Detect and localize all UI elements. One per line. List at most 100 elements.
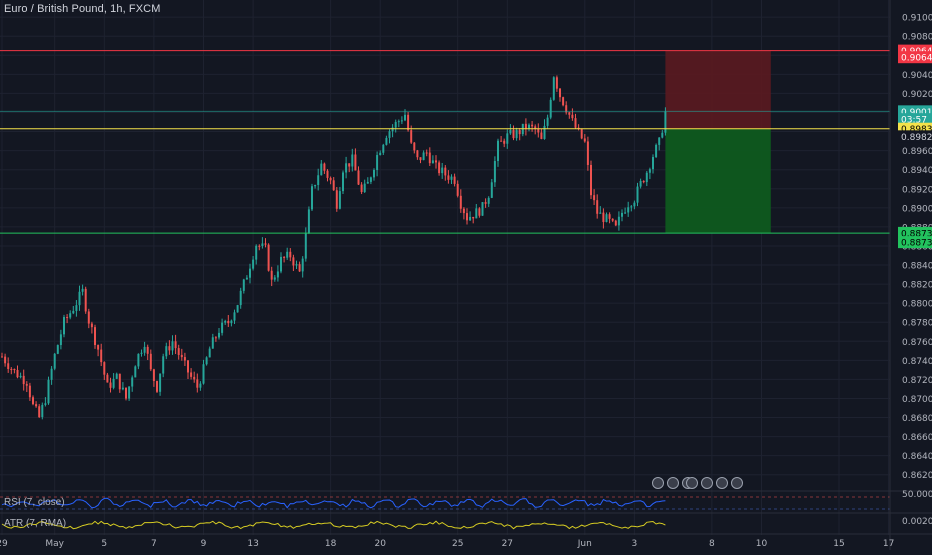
candle[interactable] (118, 373, 121, 390)
candle[interactable] (645, 172, 648, 183)
candle[interactable] (273, 277, 276, 280)
candle[interactable] (487, 197, 490, 204)
candle[interactable] (462, 208, 465, 214)
candle[interactable] (7, 363, 10, 369)
candle[interactable] (369, 177, 372, 182)
candle[interactable] (342, 172, 344, 192)
candle[interactable] (134, 366, 137, 378)
candle[interactable] (410, 130, 413, 143)
badge-icon[interactable] (731, 477, 743, 489)
candle[interactable] (221, 322, 224, 333)
candle[interactable] (497, 140, 499, 162)
candle[interactable] (546, 117, 549, 126)
candle[interactable] (586, 141, 589, 165)
candle[interactable] (469, 216, 472, 221)
candle[interactable] (106, 374, 109, 383)
candle[interactable] (332, 180, 335, 191)
candle[interactable] (379, 152, 382, 156)
candle[interactable] (162, 356, 165, 374)
candle[interactable] (428, 152, 431, 164)
candle[interactable] (211, 337, 214, 349)
candle[interactable] (453, 176, 456, 184)
candle[interactable] (509, 130, 512, 134)
candle[interactable] (41, 404, 44, 418)
candle[interactable] (354, 154, 357, 171)
candle[interactable] (599, 212, 602, 214)
candle[interactable] (214, 337, 217, 339)
candle[interactable] (152, 369, 155, 382)
candle[interactable] (233, 312, 236, 321)
candle[interactable] (515, 130, 518, 139)
candle[interactable] (490, 182, 493, 198)
candle[interactable] (363, 183, 366, 193)
candle[interactable] (329, 177, 332, 181)
candle[interactable] (562, 97, 565, 106)
candle[interactable] (187, 360, 189, 373)
candle[interactable] (109, 382, 112, 388)
candle[interactable] (264, 243, 267, 245)
candle[interactable] (614, 220, 617, 226)
candle[interactable] (571, 114, 574, 119)
candle[interactable] (596, 200, 599, 214)
badge-icon[interactable] (652, 477, 664, 489)
candle[interactable] (304, 233, 307, 259)
candle[interactable] (602, 212, 605, 222)
candle[interactable] (47, 379, 50, 404)
candle[interactable] (239, 290, 242, 306)
candle[interactable] (447, 175, 450, 180)
candle[interactable] (652, 157, 654, 170)
candle[interactable] (97, 345, 100, 350)
candle[interactable] (59, 334, 62, 346)
candle[interactable] (621, 212, 623, 217)
candle[interactable] (438, 162, 441, 174)
candle[interactable] (391, 127, 394, 132)
candle[interactable] (506, 133, 509, 144)
candle[interactable] (413, 142, 416, 151)
candle[interactable] (580, 128, 583, 139)
candle[interactable] (555, 77, 558, 89)
candle[interactable] (605, 214, 608, 222)
candle[interactable] (183, 357, 186, 361)
candle[interactable] (301, 258, 304, 272)
candle[interactable] (388, 131, 391, 138)
candle[interactable] (335, 190, 338, 209)
candle[interactable] (307, 209, 310, 234)
candle[interactable] (50, 368, 53, 380)
candle[interactable] (202, 364, 205, 384)
candle[interactable] (382, 144, 385, 153)
candle[interactable] (1, 356, 3, 358)
candle[interactable] (493, 161, 496, 183)
candle[interactable] (131, 377, 134, 387)
candle[interactable] (624, 212, 627, 214)
candle[interactable] (100, 349, 103, 363)
candle[interactable] (633, 202, 636, 207)
candle[interactable] (524, 123, 527, 129)
candle[interactable] (627, 207, 630, 213)
candle[interactable] (224, 320, 227, 323)
candle[interactable] (630, 206, 633, 208)
candle[interactable] (75, 305, 78, 311)
candle[interactable] (648, 169, 651, 173)
candle[interactable] (156, 381, 158, 392)
candle[interactable] (531, 124, 534, 127)
candle[interactable] (258, 245, 261, 247)
badge-icon[interactable] (716, 477, 728, 489)
badge-icon[interactable] (701, 477, 713, 489)
candle[interactable] (159, 373, 162, 392)
atr-label[interactable]: ATR (7, RMA) (4, 518, 67, 529)
candle[interactable] (230, 320, 233, 324)
badge-icon[interactable] (667, 477, 679, 489)
candle[interactable] (249, 268, 251, 278)
candle[interactable] (4, 356, 7, 364)
candle[interactable] (270, 270, 273, 280)
candle[interactable] (242, 279, 245, 291)
candle[interactable] (345, 163, 348, 173)
candle[interactable] (94, 327, 96, 346)
indicator-icon-group-2[interactable] (686, 477, 743, 493)
candle[interactable] (422, 152, 425, 161)
candle[interactable] (512, 130, 515, 139)
candle[interactable] (385, 137, 388, 145)
candle[interactable] (128, 386, 131, 399)
candle[interactable] (165, 346, 168, 357)
candle[interactable] (323, 163, 326, 171)
